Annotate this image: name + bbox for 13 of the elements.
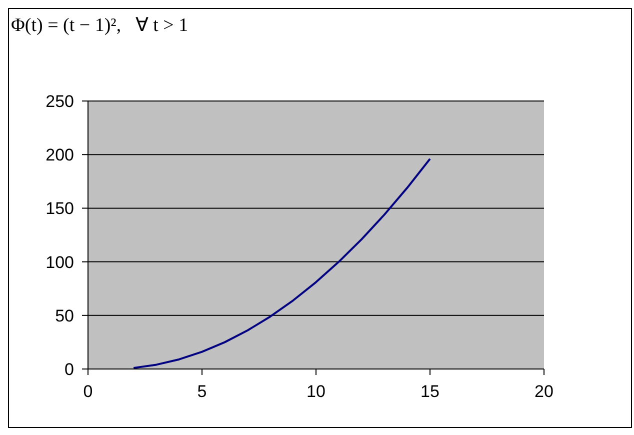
line-series	[132, 158, 431, 369]
y-tick-label: 100	[46, 252, 74, 272]
y-tick-label: 250	[46, 92, 74, 112]
chart-title: Φ(t) = (t − 1)², ∀ t > 1	[11, 14, 188, 37]
y-tick-label: 150	[46, 199, 74, 218]
y-tick-label: 200	[46, 146, 74, 165]
x-tick-label: 0	[83, 382, 93, 402]
x-tick-label: 15	[420, 382, 440, 402]
x-tick-label: 10	[306, 382, 326, 402]
x-tick-label: 20	[534, 382, 554, 402]
y-tick-label: 0	[64, 360, 74, 380]
y-tick-label: 50	[55, 306, 74, 326]
x-tick-label: 5	[197, 382, 207, 402]
